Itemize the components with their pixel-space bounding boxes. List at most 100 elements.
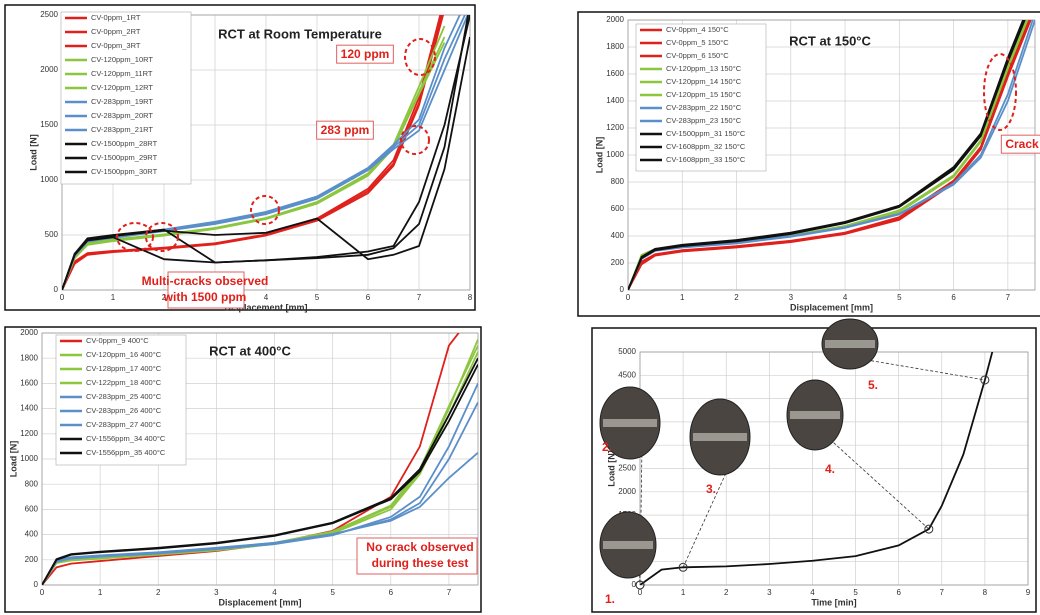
x-tick-label: 4 — [272, 588, 277, 597]
legend-label: CV-283ppm_27 400°C — [86, 420, 162, 429]
annotation: No crack observed — [366, 540, 473, 554]
y-tick-label: 1000 — [606, 150, 624, 159]
annotation-box — [336, 44, 394, 64]
data-line — [640, 352, 994, 585]
legend-label: CV-0ppm_2RT — [91, 27, 141, 36]
data-line — [62, 15, 469, 290]
y-tick-label: 400 — [611, 231, 625, 240]
y-tick-label: 1200 — [20, 429, 38, 438]
x-tick-label: 1 — [680, 293, 685, 302]
y-tick-label: 1600 — [606, 69, 624, 78]
legend-label: CV-1608ppm_32 150°C — [666, 142, 746, 151]
data-line — [42, 383, 478, 585]
highlight-ring — [250, 195, 280, 225]
y-axis-label: Load [N] — [606, 450, 616, 487]
y-tick-label: 1800 — [606, 42, 624, 51]
y-tick-label: 600 — [25, 505, 39, 514]
highlight-ring — [404, 38, 436, 76]
y-tick-label: 2000 — [40, 65, 58, 74]
y-tick-label: 2500 — [618, 464, 636, 473]
x-tick-label: 9 — [1026, 588, 1031, 597]
legend-label: CV-120ppm_14 150°C — [666, 77, 742, 86]
x-tick-label: 0 — [60, 293, 65, 302]
x-tick-label: 8 — [468, 293, 473, 302]
y-tick-label: 1400 — [606, 96, 624, 105]
x-tick-label: 8 — [983, 588, 988, 597]
annotation: 4. — [825, 462, 835, 476]
y-tick-label: 500 — [45, 230, 59, 239]
y-axis-label: Load [N] — [8, 441, 18, 478]
specimen-band — [693, 433, 747, 441]
data-line — [42, 452, 478, 585]
legend-label: CV-0ppm_5 150°C — [666, 38, 729, 47]
marker-circle — [635, 580, 645, 590]
panel-frame — [591, 327, 1037, 613]
y-tick-label: 5000 — [618, 347, 636, 356]
legend-label: CV-0ppm_9 400°C — [86, 336, 149, 345]
x-tick-label: 7 — [940, 588, 945, 597]
x-tick-label: 1 — [111, 293, 116, 302]
annotation: during these test — [372, 556, 469, 570]
chart-title: RCT at 150°C — [789, 33, 871, 48]
plot-area — [627, 19, 1036, 291]
legend-label: CV-0ppm_3RT — [91, 41, 141, 50]
x-axis-label: Displacement [mm] — [790, 302, 873, 312]
x-axis-label: Time [min] — [811, 597, 856, 607]
x-tick-label: 6 — [366, 293, 371, 302]
data-line — [42, 357, 478, 585]
annotation: 120 ppm — [341, 47, 390, 61]
highlight-ring — [983, 53, 1017, 131]
x-tick-label: 5 — [315, 293, 320, 302]
annotation-box — [356, 537, 478, 575]
marker-circle — [678, 562, 688, 572]
legend-label: CV-0ppm_6 150°C — [666, 51, 729, 60]
x-tick-label: 5 — [330, 588, 335, 597]
x-tick-label: 6 — [951, 293, 956, 302]
x-tick-label: 5 — [897, 293, 902, 302]
legend-label: CV-1500ppm_30RT — [91, 167, 158, 176]
data-line — [62, 42, 446, 290]
annotation-box — [167, 271, 245, 309]
legend-label: CV-283ppm_22 150°C — [666, 103, 742, 112]
y-tick-label: 0 — [620, 285, 625, 294]
x-tick-label: 3 — [789, 293, 794, 302]
annotation: Multi-cracks observed — [142, 274, 269, 288]
y-tick-label: 1000 — [20, 454, 38, 463]
x-tick-label: 2 — [162, 293, 167, 302]
data-line — [628, 20, 1025, 290]
y-tick-label: 2000 — [618, 487, 636, 496]
x-tick-label: 7 — [447, 588, 452, 597]
y-tick-label: 1400 — [20, 404, 38, 413]
y-tick-label: 800 — [25, 479, 39, 488]
highlight-ring — [116, 222, 154, 252]
legend-label: CV-283ppm_19RT — [91, 97, 153, 106]
x-axis-label: Displacement [mm] — [224, 302, 307, 312]
legend-label: CV-120ppm_13 150°C — [666, 64, 742, 73]
legend-label: CV-122ppm_18 400°C — [86, 378, 162, 387]
y-tick-label: 1000 — [40, 175, 58, 184]
x-axis-label: Displacement [mm] — [218, 597, 301, 607]
annotation-box — [316, 120, 374, 140]
legend-label: CV-283ppm_25 400°C — [86, 392, 162, 401]
x-tick-label: 1 — [681, 588, 686, 597]
pointer-arrow — [861, 358, 985, 381]
legend-label: CV-120ppm_10RT — [91, 55, 153, 64]
x-tick-label: 7 — [1006, 293, 1011, 302]
y-tick-label: 800 — [611, 177, 625, 186]
specimen-band — [603, 541, 653, 549]
annotation: 3. — [706, 482, 716, 496]
data-line — [628, 20, 1026, 290]
y-tick-label: 1800 — [20, 353, 38, 362]
annotation: 5. — [868, 378, 878, 392]
legend-label: CV-120ppm_11RT — [91, 69, 153, 78]
x-tick-label: 4 — [264, 293, 269, 302]
x-tick-label: 6 — [389, 588, 394, 597]
x-tick-label: 3 — [214, 588, 219, 597]
y-tick-label: 400 — [25, 530, 39, 539]
y-tick-label: 0 — [34, 580, 39, 589]
legend-label: CV-1500ppm_29RT — [91, 153, 158, 162]
x-tick-label: 4 — [843, 293, 848, 302]
x-tick-label: 2 — [724, 588, 729, 597]
legend-label: CV-128ppm_17 400°C — [86, 364, 162, 373]
